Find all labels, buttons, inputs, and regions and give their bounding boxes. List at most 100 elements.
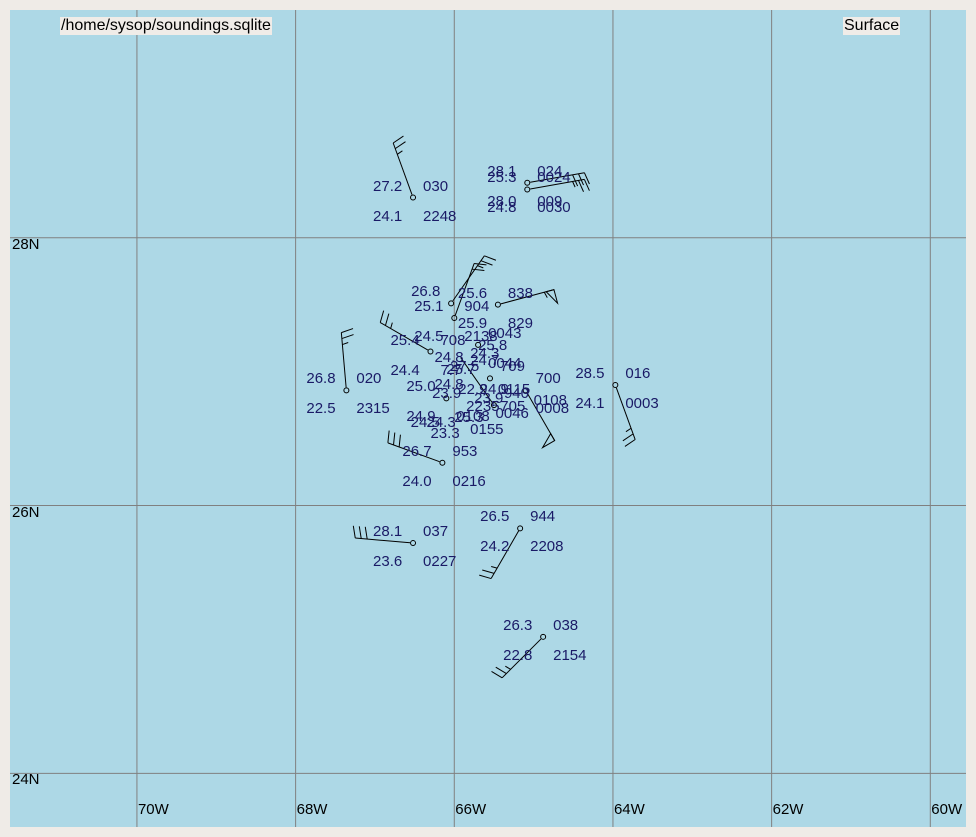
barb-feather <box>578 173 584 186</box>
barb-pennant <box>545 289 559 305</box>
lon-tick-label: 64W <box>613 801 645 818</box>
barb-feather <box>480 260 493 266</box>
station-dewpoint: 22.5 <box>306 400 336 418</box>
station-pressure: 038 <box>553 616 579 634</box>
station-pressure: 944 <box>530 508 556 526</box>
station-circle <box>486 375 493 382</box>
lon-tick-label: 66W <box>455 801 487 818</box>
station-time: 0108 <box>456 408 490 426</box>
barb-pennant <box>541 432 556 449</box>
barb-feather <box>583 172 590 185</box>
station-circle <box>475 341 482 348</box>
barb-feather <box>392 135 404 144</box>
barb-half-feather <box>572 181 576 188</box>
barb-half-feather <box>397 150 403 155</box>
station-temperature: 25.6 <box>457 284 488 302</box>
station-temperature: 25.4 <box>390 331 420 349</box>
station-pressure: 953 <box>452 442 478 460</box>
cluster-label: 705 <box>500 398 526 416</box>
station-circle <box>612 382 619 389</box>
cluster-label: 25.3 <box>454 409 484 427</box>
wind-barb <box>522 387 556 449</box>
station-circle <box>540 633 547 640</box>
barb-shaft <box>530 172 585 183</box>
station-circle <box>494 301 501 308</box>
barb-shaft <box>380 322 429 351</box>
cluster-label: 25.7 <box>446 360 476 378</box>
cluster-label: 24.3 <box>470 344 500 362</box>
station-pressure: 904 <box>464 298 490 316</box>
cluster-label: 25.8 <box>478 336 508 354</box>
barb-feather <box>479 574 492 580</box>
lon-tick-label: 62W <box>772 801 804 818</box>
station-pressure: 940 <box>503 385 529 403</box>
cluster-label: 24.8 <box>434 375 464 393</box>
lon-tick-label: 70W <box>137 801 169 818</box>
barb-feather <box>583 179 590 191</box>
station-circle <box>443 395 450 402</box>
station-circle <box>439 459 446 466</box>
station-temperature: 28.1 <box>487 162 517 180</box>
barb-feather <box>384 313 390 326</box>
barb-shaft <box>387 442 440 463</box>
station-time: 2138 <box>464 328 498 346</box>
barb-feather <box>472 268 485 271</box>
station-temperature: 28.1 <box>373 523 403 541</box>
barb-feather <box>352 525 356 539</box>
barb-feather <box>364 526 368 540</box>
station-dewpoint: 22.8 <box>503 646 533 664</box>
station-dewpoint: 24.8 <box>487 199 517 217</box>
station-temperature: 27.2 <box>373 177 403 195</box>
barb-feather <box>491 671 503 679</box>
station-circle <box>524 179 531 186</box>
barb-half-feather <box>491 565 498 569</box>
lat-tick-label: 28N <box>12 235 40 253</box>
station-pressure: 016 <box>625 365 651 383</box>
station-time: 2248 <box>423 207 457 225</box>
station-pressure: 709 <box>499 358 525 376</box>
barb-shaft <box>530 178 585 190</box>
wind-barb <box>443 395 450 402</box>
barb-shaft <box>392 142 413 195</box>
barb-feather <box>358 526 362 539</box>
barb-shaft <box>460 357 493 403</box>
station-pressure: 700 <box>535 370 561 388</box>
barb-feather <box>393 432 396 445</box>
wind-barb <box>494 289 559 308</box>
station-dewpoint: 23.6 <box>373 553 403 571</box>
station-time: 0227 <box>423 553 457 571</box>
station-time: 2315 <box>356 400 390 418</box>
cluster-label: 2235 <box>466 398 500 416</box>
barb-half-feather <box>543 291 548 298</box>
station-circle <box>343 387 350 394</box>
station-temperature: 25.3 <box>487 169 517 187</box>
station-dewpoint: 25.9 <box>457 314 488 332</box>
barb-shaft <box>526 392 556 441</box>
station-pressure: 030 <box>423 177 449 195</box>
station-temperature: 25.1 <box>414 298 444 316</box>
lon-tick-label: 60W <box>931 801 963 818</box>
station-time: 009 <box>537 192 563 210</box>
station-temperature: 26.5 <box>480 508 510 526</box>
cluster-label: 22.9 <box>458 380 488 398</box>
station-temperature: 26.3 <box>503 616 533 634</box>
station-dewpoint: 28.0 <box>487 192 517 210</box>
station-circle <box>490 402 497 409</box>
barb-feather <box>398 434 401 448</box>
map-canvas[interactable]: 27.2 030 24.1 2248 28.1 024 28.0 009 25.3 0024 24.… <box>10 10 966 827</box>
barb-shaft <box>454 263 475 316</box>
station-time: 0003 <box>625 395 659 413</box>
barb-shaft <box>490 530 520 579</box>
barb-shaft <box>615 387 636 440</box>
barb-feather <box>622 433 634 442</box>
station-time: 2154 <box>553 646 587 664</box>
station-temperature: 26.7 <box>402 442 432 460</box>
cluster-label: 0115 <box>497 380 531 398</box>
cluster-label: 24.8 <box>434 348 464 366</box>
station-time: 0216 <box>452 472 486 490</box>
wind-barb <box>612 382 636 447</box>
cluster-label: 24.3 <box>426 414 456 432</box>
station-dewpoint: 24.0 <box>402 472 432 490</box>
station-temperature: 25.0 <box>406 378 436 396</box>
barb-feather <box>341 334 354 340</box>
